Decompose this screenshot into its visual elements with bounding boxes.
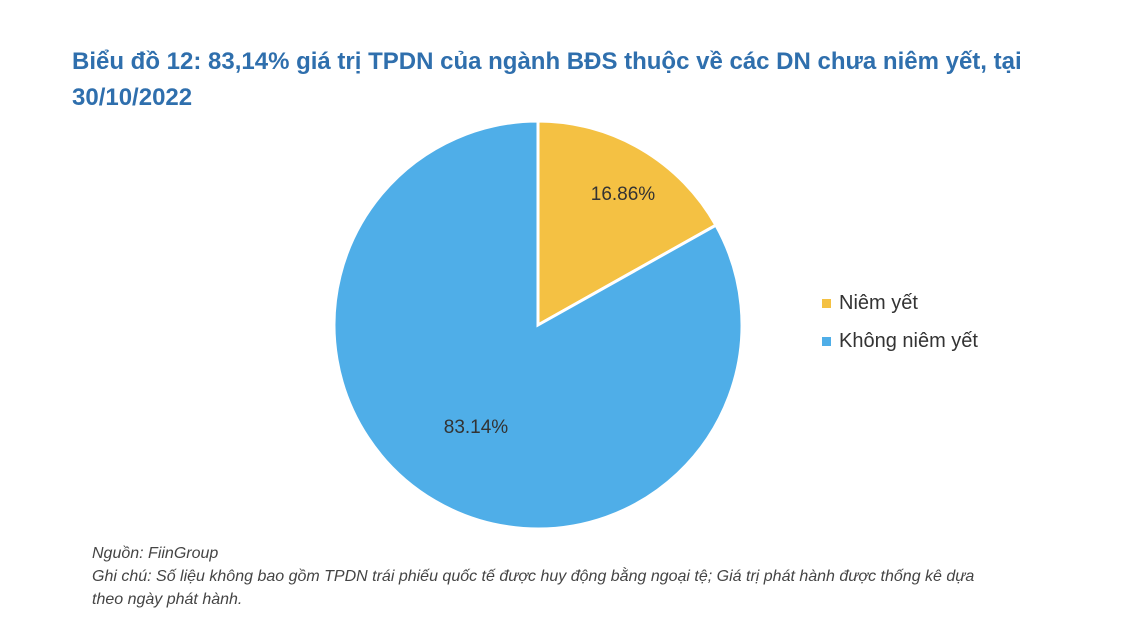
legend-label-niem-yet: Niêm yết (839, 291, 918, 314)
footnote: Ghi chú: Số liệu không bao gồm TPDN trái… (92, 568, 975, 608)
source-note: Nguồn: FiinGroup (92, 545, 219, 562)
pie-slice-niem-yet (536, 119, 718, 328)
legend-swatch-khong-niem-yet (822, 336, 831, 346)
data-label-niem-yet: 16.86% (591, 184, 656, 205)
chart-notes: Nguồn: FiinGroup Ghi chú: Số liệu không … (92, 542, 992, 611)
legend: Niêm yết Không niêm yết (822, 284, 978, 360)
legend-label-khong-niem-yet: Không niêm yết (839, 329, 978, 352)
legend-item-niem-yet: Niêm yết (822, 284, 978, 322)
pie-slice-khong-niem-yet (332, 119, 744, 531)
data-label-khong-niem-yet: 83.14% (444, 417, 509, 438)
chart-title: Biểu đồ 12: 83,14% giá trị TPDN của ngàn… (72, 48, 1022, 111)
legend-swatch-niem-yet (822, 298, 831, 308)
legend-item-khong-niem-yet: Không niêm yết (822, 322, 978, 360)
